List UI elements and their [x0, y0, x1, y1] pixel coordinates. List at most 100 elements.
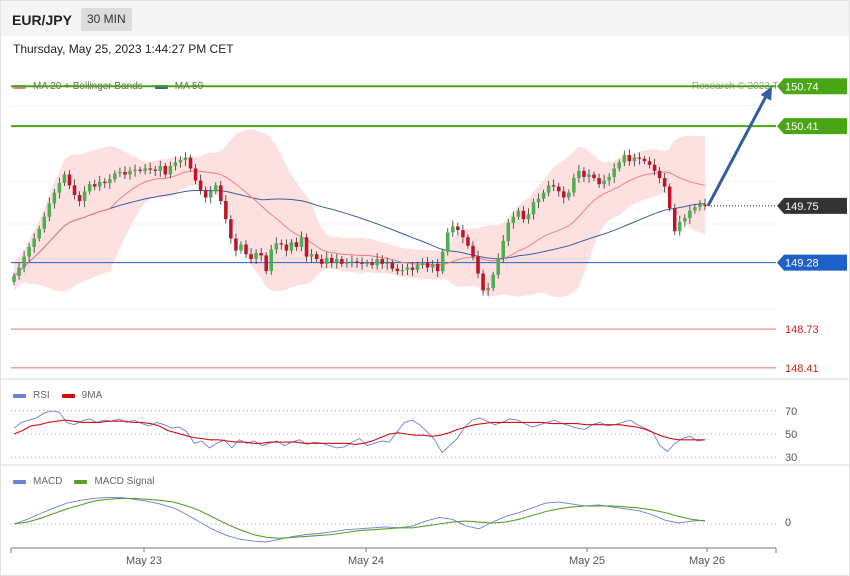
- candle-body: [435, 263, 440, 272]
- macd-signal-swatch: [74, 479, 88, 484]
- candle-body: [234, 238, 238, 251]
- panel-divider: [1, 464, 849, 466]
- candle-body: [173, 162, 178, 167]
- candle-body: [163, 166, 168, 175]
- candle-body: [688, 210, 692, 218]
- resistance-1-price-label: 150.74: [785, 81, 819, 93]
- macd-legend: MACD MACD Signal: [13, 476, 166, 487]
- candle-body: [128, 170, 132, 175]
- candle-body: [113, 173, 117, 180]
- macd-signal-label: MACD Signal: [94, 476, 155, 487]
- candle-body: [577, 170, 581, 179]
- candle-body: [551, 185, 556, 187]
- pivot-price-tag: [777, 254, 847, 271]
- candle-body: [183, 157, 188, 160]
- candle-body: [355, 261, 359, 263]
- macd-line: [13, 496, 706, 543]
- candle-body: [662, 178, 667, 187]
- candle-body: [597, 178, 601, 185]
- candle-body: [329, 257, 334, 263]
- projection-arrow-shaft: [706, 95, 768, 207]
- rsi-level-label: 70: [785, 406, 797, 418]
- candle-body: [370, 262, 374, 266]
- candle-body: [385, 262, 390, 264]
- candle-body: [637, 157, 642, 159]
- candle-body: [340, 259, 344, 264]
- macd-signal-line: [13, 497, 706, 539]
- candle-body: [274, 243, 279, 250]
- candle-body: [617, 162, 622, 169]
- candle-body: [526, 214, 531, 220]
- candle-body: [592, 174, 596, 179]
- candle-body: [693, 207, 697, 211]
- candle-body: [683, 217, 687, 222]
- macd-zero-label: 0: [785, 517, 791, 529]
- legend-macd: MACD: [13, 476, 62, 487]
- candle-body: [375, 259, 379, 266]
- chart-header: EUR/JPY 30 MIN: [1, 1, 849, 36]
- candle-body: [572, 178, 576, 193]
- candle-body: [239, 244, 243, 251]
- candle-body: [456, 226, 460, 231]
- candle-body: [703, 204, 707, 206]
- candle-body: [203, 190, 208, 198]
- candle-body: [57, 182, 62, 193]
- current-price-label: 149.75: [785, 201, 819, 213]
- ma50-line: [13, 189, 706, 277]
- candle-body: [259, 252, 263, 256]
- candle-body: [269, 249, 273, 272]
- candle-body: [440, 251, 445, 272]
- resistance-2-price-label: 150.41: [785, 121, 819, 133]
- candle-body: [360, 262, 364, 264]
- candle-body: [486, 288, 490, 291]
- candle-body: [118, 172, 122, 174]
- candle-body: [365, 262, 369, 264]
- candle-body: [314, 254, 319, 260]
- resistance-2-price-tag: [777, 118, 847, 135]
- candle-body: [546, 185, 551, 193]
- candle-body: [395, 268, 400, 272]
- rsi-level-label: 30: [785, 452, 797, 464]
- candle-body: [304, 237, 309, 257]
- candle-body: [82, 191, 87, 202]
- candle-body: [299, 237, 304, 247]
- candle-body: [32, 238, 36, 247]
- candle-body: [698, 204, 702, 208]
- rsi-label: RSI: [33, 390, 50, 401]
- candle-body: [562, 191, 566, 198]
- candle-body: [193, 168, 198, 181]
- candle-body: [622, 155, 627, 163]
- candle-body: [249, 254, 253, 260]
- candle-body: [148, 168, 152, 170]
- candle-body: [153, 169, 157, 171]
- candle-body: [198, 180, 203, 191]
- candle-body: [652, 164, 657, 171]
- candle-body: [647, 161, 652, 165]
- candle-body: [501, 240, 506, 258]
- rsi-level-label: 50: [785, 429, 797, 441]
- macd-swatch: [13, 479, 26, 484]
- bollinger-band-area: [14, 129, 705, 298]
- candle-body: [229, 219, 233, 239]
- candle-body: [667, 186, 672, 209]
- timeframe-button[interactable]: 30 MIN: [81, 8, 132, 31]
- candle-body: [607, 176, 611, 181]
- rsi-swatch: [13, 393, 26, 398]
- symbol-title: EUR/JPY: [12, 12, 72, 28]
- candle-body: [531, 202, 536, 215]
- candle-body: [612, 168, 616, 177]
- candle-body: [516, 210, 521, 217]
- resistance-1-price-tag: [777, 78, 847, 95]
- candles-layer: [12, 149, 707, 297]
- candle-body: [158, 166, 163, 171]
- candle-body: [289, 242, 294, 251]
- candle-body: [92, 184, 97, 187]
- candle-body: [108, 179, 112, 183]
- candle-body: [47, 203, 52, 217]
- candle-body: [536, 198, 541, 203]
- rsi-ma-label: 9MA: [81, 390, 103, 401]
- candle-body: [37, 228, 41, 239]
- candle-body: [471, 245, 475, 257]
- x-tick-label: May 26: [689, 555, 725, 567]
- candle-body: [415, 265, 420, 270]
